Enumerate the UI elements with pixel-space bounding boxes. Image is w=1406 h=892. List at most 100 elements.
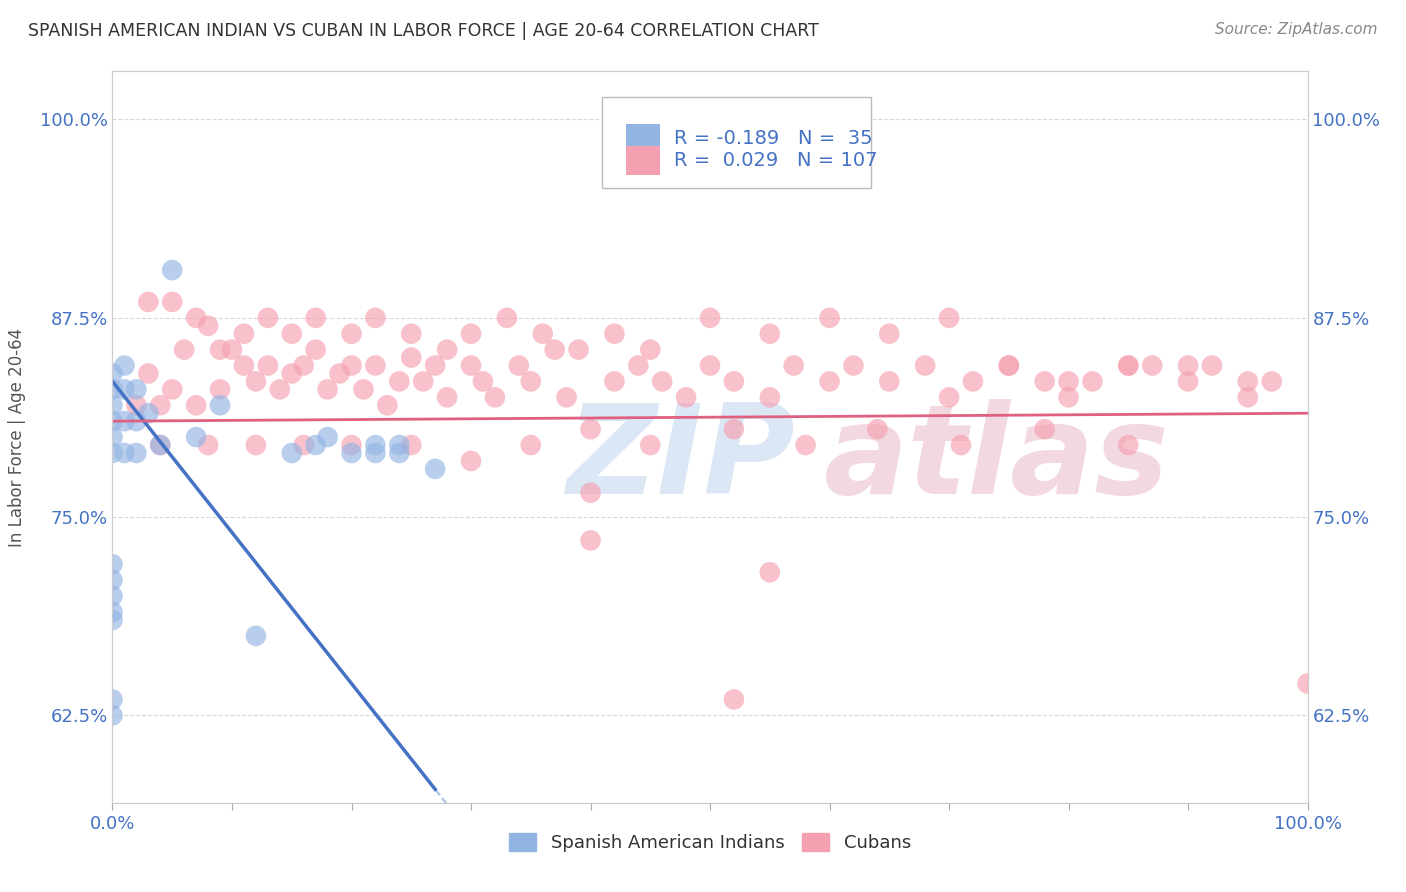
Point [460, 454, 482, 468]
Point [1033, 422, 1056, 436]
Point [388, 375, 411, 389]
Point [281, 326, 304, 341]
Point [436, 390, 458, 404]
Point [1118, 359, 1140, 373]
Point [149, 398, 172, 412]
Point [364, 359, 387, 373]
Text: Source: ZipAtlas.com: Source: ZipAtlas.com [1215, 22, 1378, 37]
Point [125, 446, 148, 460]
Point [782, 359, 804, 373]
Point [340, 326, 363, 341]
Point [101, 589, 124, 603]
Point [257, 359, 280, 373]
Point [305, 438, 328, 452]
Point [759, 390, 782, 404]
Point [627, 359, 650, 373]
Point [149, 438, 172, 452]
Point [292, 438, 315, 452]
Point [425, 462, 447, 476]
Point [340, 359, 363, 373]
Point [436, 343, 458, 357]
Point [162, 383, 183, 397]
Point [412, 375, 434, 389]
Point [579, 422, 602, 436]
Point [101, 398, 124, 412]
Text: R = -0.189   N =  35: R = -0.189 N = 35 [675, 129, 873, 148]
Point [305, 310, 328, 325]
Point [149, 438, 172, 452]
Point [101, 605, 124, 619]
Point [675, 390, 697, 404]
Point [138, 406, 160, 420]
Point [723, 692, 745, 706]
Point [316, 430, 339, 444]
Point [101, 367, 124, 381]
Point [879, 375, 901, 389]
Point [401, 351, 423, 365]
Point [101, 430, 124, 444]
Point [186, 398, 208, 412]
Point [460, 326, 482, 341]
Point [938, 310, 960, 325]
Point [484, 390, 506, 404]
FancyBboxPatch shape [627, 146, 659, 176]
Point [352, 383, 374, 397]
Point [221, 343, 243, 357]
Point [1177, 359, 1199, 373]
Point [460, 359, 482, 373]
Point [1033, 375, 1056, 389]
Point [520, 438, 543, 452]
Point [759, 326, 782, 341]
Point [125, 398, 148, 412]
Point [496, 310, 519, 325]
Point [316, 383, 339, 397]
Point [209, 383, 232, 397]
Point [292, 359, 315, 373]
Point [1177, 375, 1199, 389]
FancyBboxPatch shape [603, 97, 872, 188]
Point [101, 573, 124, 587]
Point [579, 533, 602, 548]
Point [138, 367, 160, 381]
Point [114, 446, 135, 460]
Point [257, 310, 280, 325]
Point [101, 446, 124, 460]
Point [197, 318, 219, 333]
Point [950, 438, 973, 452]
Point [1057, 375, 1080, 389]
Point [998, 359, 1021, 373]
Point [520, 375, 543, 389]
Point [866, 422, 889, 436]
Legend: Spanish American Indians, Cubans: Spanish American Indians, Cubans [509, 833, 911, 852]
Point [101, 383, 124, 397]
Point [364, 438, 387, 452]
Point [305, 343, 328, 357]
Point [1237, 375, 1260, 389]
Point [162, 263, 183, 277]
Point [508, 359, 530, 373]
Point [651, 375, 673, 389]
Point [233, 359, 256, 373]
Point [329, 367, 352, 381]
Point [531, 326, 554, 341]
Point [114, 359, 135, 373]
Point [472, 375, 495, 389]
Point [197, 438, 219, 452]
Text: atlas: atlas [824, 399, 1170, 519]
Point [101, 558, 124, 572]
Point [125, 383, 148, 397]
Point [699, 310, 721, 325]
Point [543, 343, 565, 357]
Point [269, 383, 291, 397]
Point [162, 294, 183, 309]
Point [114, 383, 135, 397]
Point [699, 359, 721, 373]
Point [723, 422, 745, 436]
Point [138, 294, 160, 309]
Y-axis label: In Labor Force | Age 20-64: In Labor Force | Age 20-64 [7, 327, 25, 547]
Point [245, 375, 267, 389]
Point [101, 414, 124, 428]
Point [1142, 359, 1164, 373]
Point [603, 375, 626, 389]
Point [401, 326, 423, 341]
